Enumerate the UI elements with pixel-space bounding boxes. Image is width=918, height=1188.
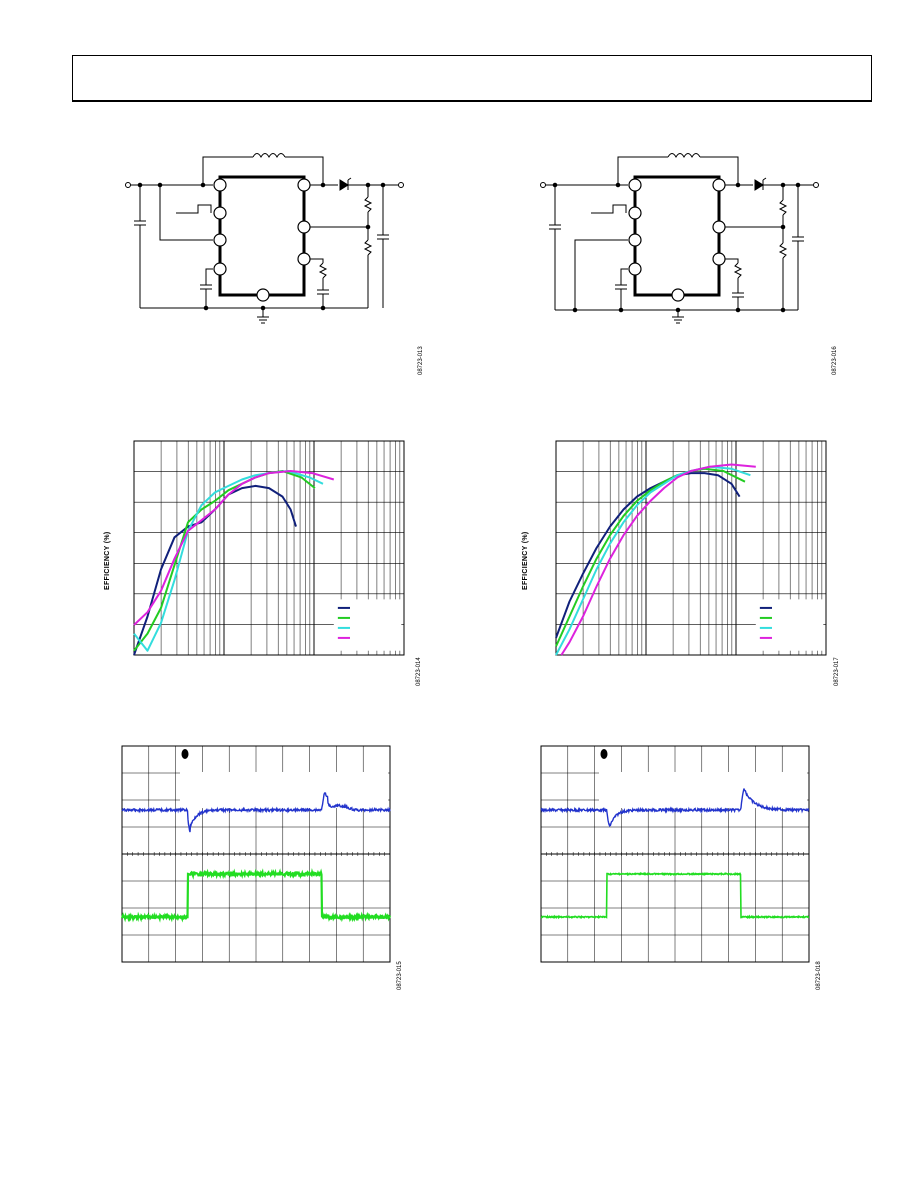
scope-left-annotation-area	[180, 772, 388, 808]
efficiency-left-frame	[133, 440, 405, 656]
efficiency-right-frame	[555, 440, 827, 656]
efficiency-right-series-1	[555, 472, 741, 639]
schematic-left-id: 08723-013	[418, 346, 424, 375]
efficiency-right-id: 08723-017	[834, 657, 840, 686]
efficiency-left-ylabel: EFFICIENCY (%)	[104, 531, 111, 590]
scope-left	[121, 745, 391, 963]
efficiency-left-series-4	[133, 470, 335, 626]
schematic-left-svg	[125, 153, 404, 324]
efficiency-left-series-3	[133, 470, 324, 652]
scope-right	[540, 745, 810, 963]
efficiency-left-id: 08723-014	[416, 657, 422, 686]
schematic-left	[118, 145, 418, 330]
scope-right-svg	[540, 745, 810, 963]
scope-right-channel-1-trace	[540, 788, 810, 828]
efficiency-right-series-4	[560, 463, 756, 656]
schematic-right-svg	[540, 153, 819, 324]
efficiency-right-ylabel: EFFICIENCY (%)	[522, 531, 529, 590]
efficiency-right-series-2	[555, 467, 746, 647]
scope-left-channel-1-trace	[121, 792, 391, 833]
efficiency-chart-left-svg	[133, 440, 405, 656]
page-header-box	[72, 55, 872, 102]
scope-right-id: 08723-018	[816, 961, 822, 990]
scope-left-id: 08723-015	[397, 961, 403, 990]
scope-left-channel-2-trace	[121, 868, 391, 923]
scope-right-annotation-area	[599, 772, 807, 808]
scope-right-channel-2-trace	[540, 871, 810, 920]
efficiency-right-series-3	[555, 465, 751, 656]
efficiency-chart-right-svg	[555, 440, 827, 656]
scope-left-svg	[121, 745, 391, 963]
efficiency-chart-right	[555, 440, 827, 656]
schematic-right-id: 08723-016	[832, 346, 838, 375]
scope-right-trigger-marker	[600, 749, 608, 759]
efficiency-chart-left	[133, 440, 405, 656]
scope-left-trigger-marker	[181, 749, 189, 759]
schematic-right	[533, 145, 833, 330]
